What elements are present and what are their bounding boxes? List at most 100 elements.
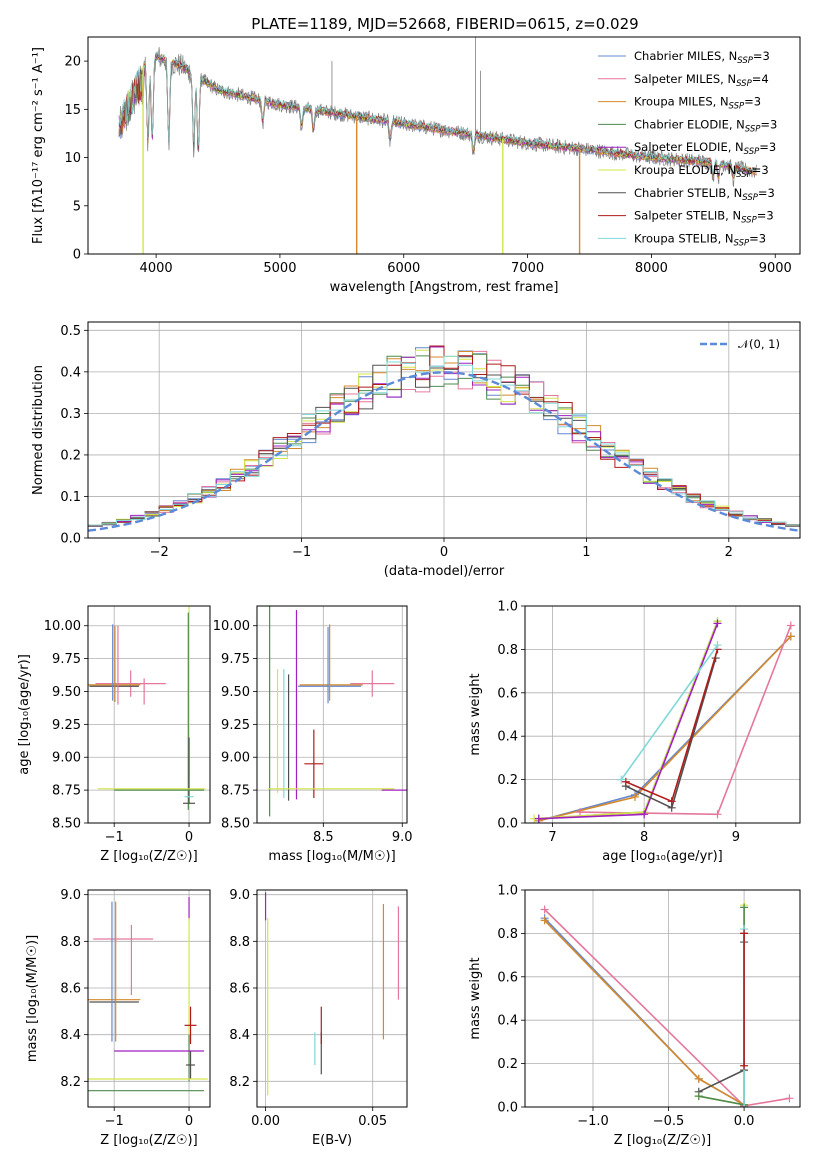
y-tick-label: 0 (73, 248, 81, 263)
axes-frame (87, 36, 801, 255)
weight-marker (576, 808, 584, 817)
y-tick-label: 1.0 (497, 884, 518, 899)
weight-marker (713, 619, 722, 628)
normal-distribution-curve (88, 371, 800, 532)
panel-mass-vs-metallicity: −1 0 8.2 8.4 8.6 8.8 9.0 Z [log₁₀(Z/Z☉)] mass [l… (25, 888, 211, 1148)
legend-label: Kroupa ELODIE, NSSP=3 (634, 163, 769, 180)
x-tick-label: −1 (105, 830, 124, 845)
y-tick-label: 0.4 (497, 1014, 518, 1029)
y-tick-label: 8.2 (229, 1075, 250, 1090)
plot-area (118, 37, 757, 254)
axes-frame (87, 321, 801, 539)
legend-label: Chabrier MILES, NSSP=3 (634, 49, 770, 66)
x-tick-label: 2 (725, 545, 733, 560)
y-tick-label: 0.2 (60, 448, 81, 463)
panel-spectrum: 4000 5000 6000 7000 8000 9000 0 5 10 15 20 waveleng… (31, 36, 801, 295)
weight-marker (694, 1074, 703, 1083)
legend-label: Kroupa MILES, NSSP=3 (634, 95, 761, 112)
plot-area (88, 606, 206, 810)
y-tick-label: 9.75 (52, 652, 81, 667)
x-tick-label: 1 (582, 545, 590, 560)
axes-frame (256, 605, 408, 824)
y-tick-label: 8.75 (221, 784, 250, 799)
y-tick-label: 9.0 (229, 888, 250, 903)
y-tick-label: 9.25 (221, 718, 250, 733)
x-tick-label: 9.0 (392, 830, 413, 845)
y-tick-label: 10.00 (44, 619, 81, 634)
plot-area (268, 606, 407, 817)
y-tick-label: 0.6 (497, 686, 518, 701)
y-tick-label: 8.50 (221, 817, 250, 832)
weight-marker (621, 777, 630, 786)
weight-marker (713, 641, 722, 650)
legend-label: Salpeter MILES, NSSP=4 (634, 72, 769, 89)
y-tick-label: 0.0 (497, 1101, 518, 1116)
y-tick-label: 8.4 (60, 1028, 81, 1043)
weight-marker (786, 621, 795, 630)
y-tick-label: 9.25 (52, 718, 81, 733)
figure-title: PLATE=1189, MJD=52668, FIBERID=0615, z=0… (251, 15, 638, 33)
weight-marker (667, 797, 676, 806)
y-tick-label: 0.2 (497, 1057, 518, 1072)
y-tick-label: 8.6 (229, 982, 250, 997)
x-axis-label: age [log₁₀(age/yr)] (602, 849, 723, 864)
x-tick-label: 5000 (263, 261, 296, 276)
y-axis-label: mass weight (468, 957, 483, 1039)
x-axis-label: Z [log₁₀(Z/Z☉)] (614, 1133, 711, 1148)
y-tick-label: 10 (64, 151, 81, 166)
x-tick-label: −1 (292, 545, 311, 560)
x-tick-label: 9 (732, 830, 740, 845)
x-tick-label: −1 (105, 1114, 124, 1129)
x-tick-label: 9000 (759, 261, 792, 276)
weight-line (625, 657, 717, 809)
legend-label: Salpeter ELODIE, NSSP=3 (634, 140, 776, 157)
panel-age-vs-metallicity: −1 0 8.50 8.75 9.00 9.25 9.50 9.75 10.00 Z [log₁₀… (17, 605, 211, 864)
plot-area (88, 345, 800, 532)
x-tick-label: 0.00 (251, 1114, 280, 1129)
y-tick-label: 8.8 (229, 935, 250, 950)
x-axis-label: (data-model)/error (384, 564, 505, 579)
y-tick-label: 0.1 (60, 490, 81, 505)
weight-marker (540, 905, 549, 914)
y-tick-label: 9.50 (221, 685, 250, 700)
x-tick-label: 0 (185, 830, 193, 845)
y-tick-label: 9.00 (221, 751, 250, 766)
weight-marker (694, 1092, 703, 1101)
y-tick-label: 8.6 (60, 982, 81, 997)
y-tick-label: 8.4 (229, 1028, 250, 1043)
weight-line (538, 620, 719, 820)
weight-marker (534, 814, 543, 823)
weight-line (698, 907, 745, 1106)
legend-label: Chabrier ELODIE, NSSP=3 (634, 117, 777, 134)
y-tick-label: 0.8 (497, 643, 518, 658)
y-axis-label: age [log₁₀(age/yr)] (17, 654, 32, 775)
plot-area (530, 617, 795, 823)
x-tick-label: 0 (185, 1114, 193, 1129)
weight-line (620, 644, 719, 781)
axes-frame (256, 889, 408, 1108)
weight-marker (640, 810, 649, 819)
y-tick-label: 9.00 (52, 751, 81, 766)
x-tick-label: −0.5 (653, 1114, 685, 1129)
x-axis-label: wavelength [Angstrom, rest frame] (330, 280, 559, 295)
y-tick-label: 0.2 (497, 773, 518, 788)
x-axis-label: Z [log₁₀(Z/Z☉)] (100, 849, 197, 864)
axes-frame (87, 889, 211, 1108)
weight-line (579, 625, 792, 816)
weight-marker (740, 903, 749, 912)
plot-area (264, 892, 400, 1096)
panel-mass-vs-ebv: 0.00 0.05 8.2 8.4 8.6 8.8 9.0 E(B-V) (229, 888, 408, 1148)
weight-marker (785, 1094, 794, 1103)
weight-marker (740, 929, 749, 938)
y-axis-label: mass [log₁₀(M/M☉)] (25, 935, 40, 1062)
x-tick-label: 4000 (140, 261, 173, 276)
legend-label: 𝒩(0, 1) (738, 337, 780, 351)
x-axis-label: E(B-V) (312, 1133, 352, 1148)
y-tick-label: 9.0 (60, 888, 81, 903)
x-tick-label: 8 (640, 830, 648, 845)
y-tick-label: 8.75 (52, 784, 81, 799)
x-tick-label: 0.0 (734, 1114, 755, 1129)
y-tick-label: 8.50 (52, 817, 81, 832)
legend-label: Salpeter STELIB, NSSP=3 (634, 209, 774, 226)
